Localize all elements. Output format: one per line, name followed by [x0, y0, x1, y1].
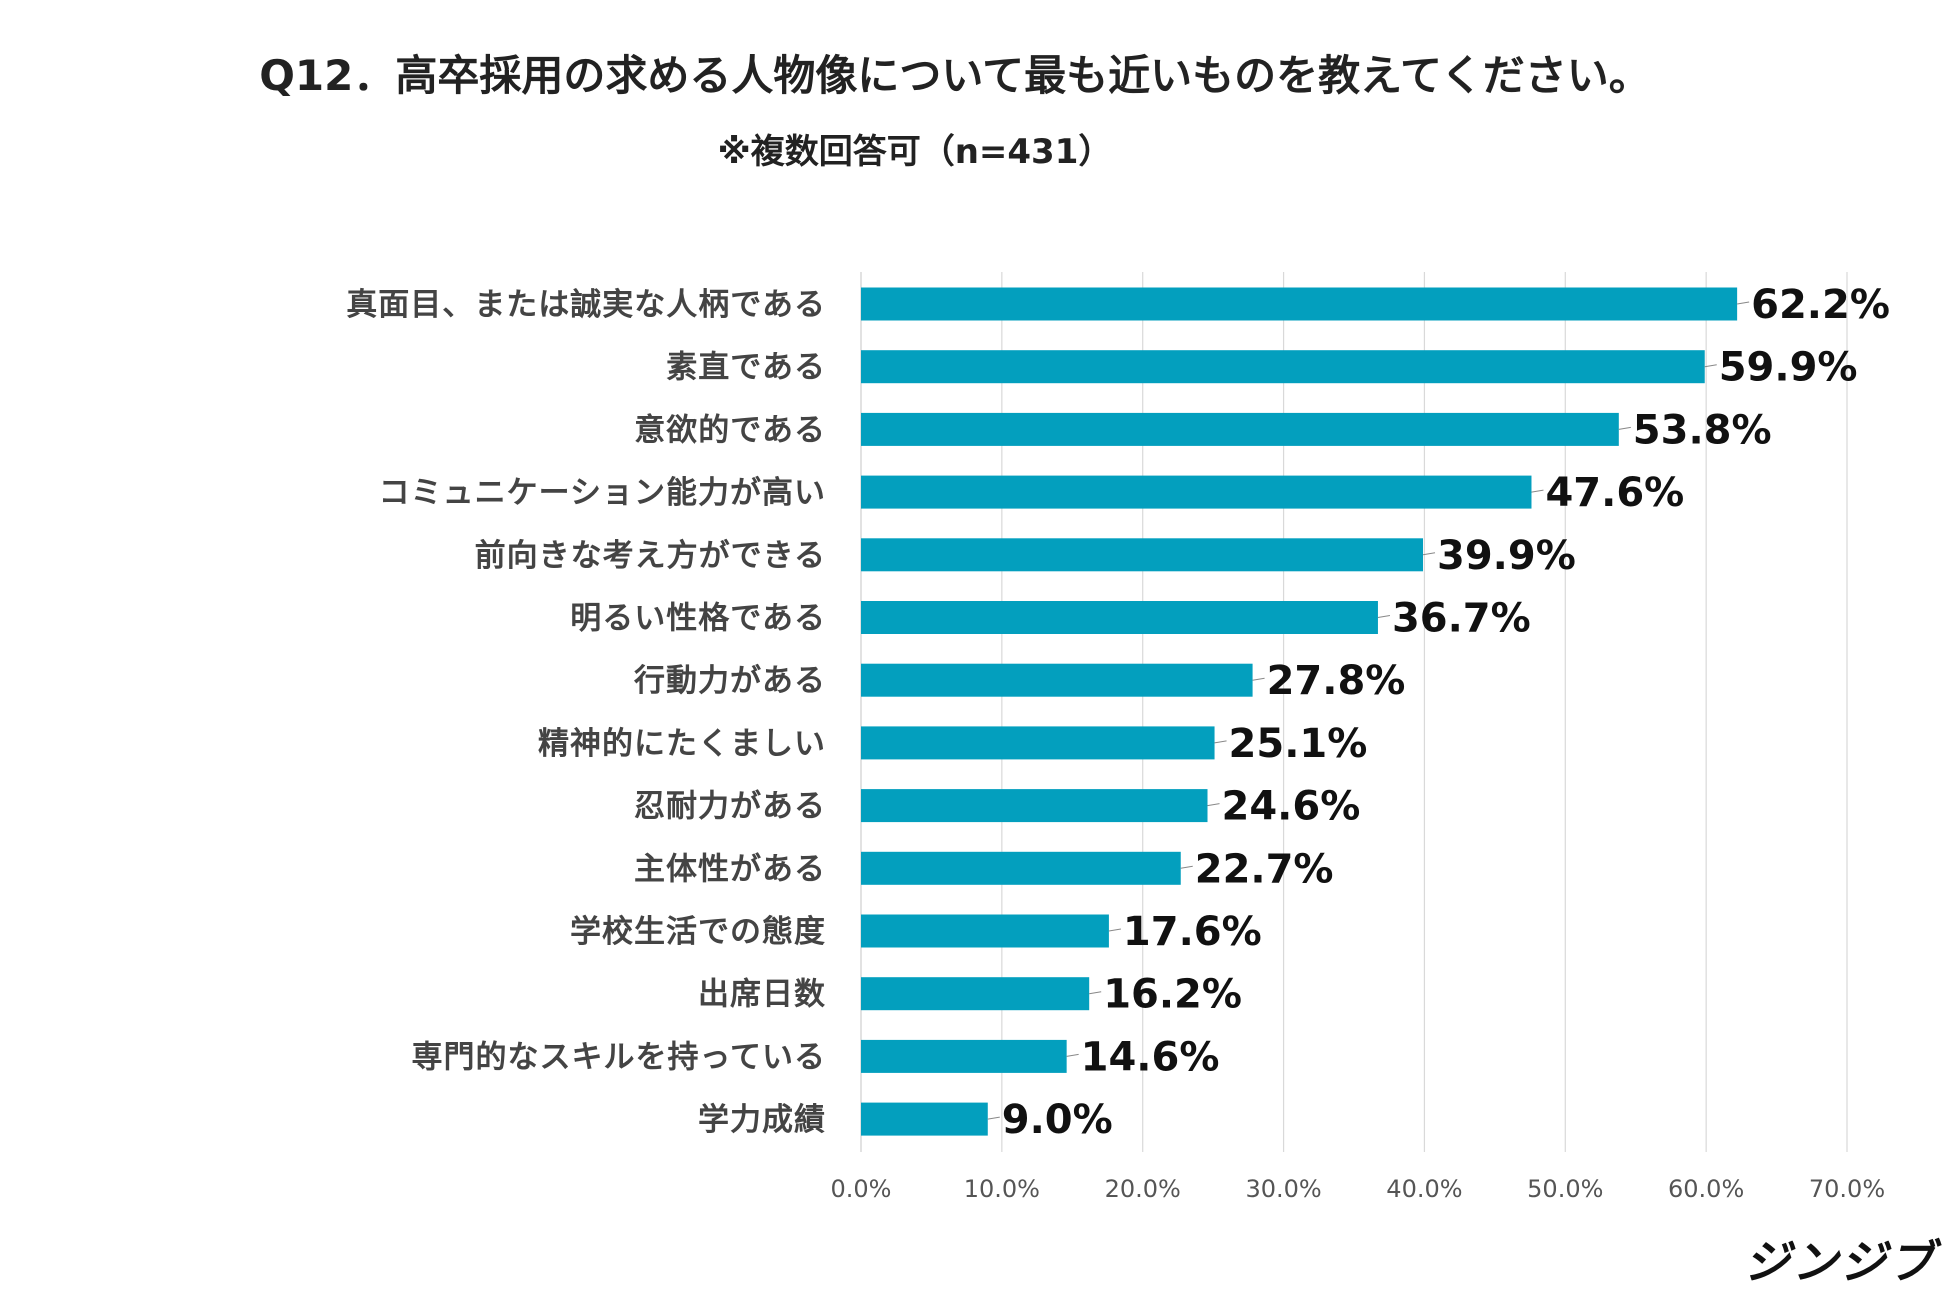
bar — [861, 1102, 988, 1136]
x-tick-label: 50.0% — [1527, 1175, 1603, 1203]
leader-line — [1704, 364, 1717, 368]
value-label: 22.7% — [1195, 846, 1334, 892]
value-label: 17.6% — [1123, 909, 1262, 955]
x-tick-label: 10.0% — [964, 1175, 1040, 1203]
bar — [861, 663, 1253, 697]
leader-line — [1618, 426, 1631, 430]
leader-line — [1180, 865, 1193, 869]
value-label: 14.6% — [1081, 1034, 1220, 1080]
bar — [861, 914, 1109, 948]
bar — [861, 789, 1208, 823]
category-label: 行動力がある — [633, 663, 826, 699]
value-label: 25.1% — [1229, 721, 1368, 767]
bar — [861, 977, 1090, 1011]
leader-line — [1108, 928, 1121, 932]
value-label: 39.9% — [1437, 533, 1576, 579]
category-label: 素直である — [666, 350, 826, 386]
bar — [861, 726, 1215, 760]
bar — [861, 475, 1532, 509]
value-label: 59.9% — [1719, 345, 1858, 391]
category-label: 学力成績 — [698, 1102, 826, 1138]
x-tick-label: 30.0% — [1245, 1175, 1321, 1203]
value-label: 16.2% — [1103, 972, 1242, 1018]
x-tick-label: 40.0% — [1386, 1175, 1462, 1203]
value-label: 53.8% — [1633, 407, 1772, 453]
leader-line — [987, 1116, 1000, 1120]
category-label: 意欲的である — [634, 412, 826, 448]
category-label: 真面目、または誠実な人柄である — [346, 287, 826, 323]
value-label: 62.2% — [1751, 282, 1890, 328]
leader-line — [1066, 1053, 1079, 1057]
x-tick-label: 0.0% — [831, 1175, 892, 1203]
leader-line — [1089, 991, 1102, 995]
x-tick-label: 20.0% — [1105, 1175, 1181, 1203]
leader-line — [1214, 740, 1227, 744]
category-label: 明るい性格である — [570, 601, 826, 637]
category-label: 主体性がある — [634, 851, 826, 887]
category-label: 忍耐力がある — [634, 789, 826, 825]
bar — [861, 1039, 1067, 1073]
category-label: 出席日数 — [698, 977, 826, 1013]
category-label: 精神的にたくましい — [538, 726, 826, 762]
leader-line — [1377, 615, 1391, 618]
bar — [861, 851, 1181, 885]
leader-line — [1531, 489, 1544, 493]
chart-title: Q12．高卒採用の求める人物像について最も近いものを教えてください。 — [259, 51, 1651, 100]
x-tick-label: 60.0% — [1668, 1175, 1744, 1203]
category-label: 学校生活での態度 — [570, 914, 826, 950]
bar — [861, 287, 1738, 321]
leader-line — [1207, 803, 1220, 807]
x-tick-label: 70.0% — [1809, 1175, 1885, 1203]
category-label: 専門的なスキルを持っている — [412, 1039, 826, 1075]
value-label: 36.7% — [1392, 596, 1531, 642]
category-label: コミュニケーション能力が高い — [379, 475, 826, 511]
value-label: 9.0% — [1002, 1097, 1113, 1143]
bar — [861, 538, 1424, 572]
brand-logo: ジンジブ — [1744, 1235, 1936, 1289]
chart-subtitle: ※複数回答可（n=431） — [717, 132, 1113, 172]
leader-line — [1252, 677, 1265, 681]
value-label: 24.6% — [1222, 784, 1361, 830]
category-label: 前向きな考え方ができる — [475, 538, 826, 574]
bar — [861, 601, 1378, 634]
leader-line — [1737, 301, 1750, 305]
bar — [861, 350, 1705, 384]
value-label: 27.8% — [1267, 658, 1406, 704]
leader-line — [1422, 552, 1436, 556]
bar — [861, 412, 1619, 446]
value-label: 47.6% — [1545, 470, 1684, 516]
